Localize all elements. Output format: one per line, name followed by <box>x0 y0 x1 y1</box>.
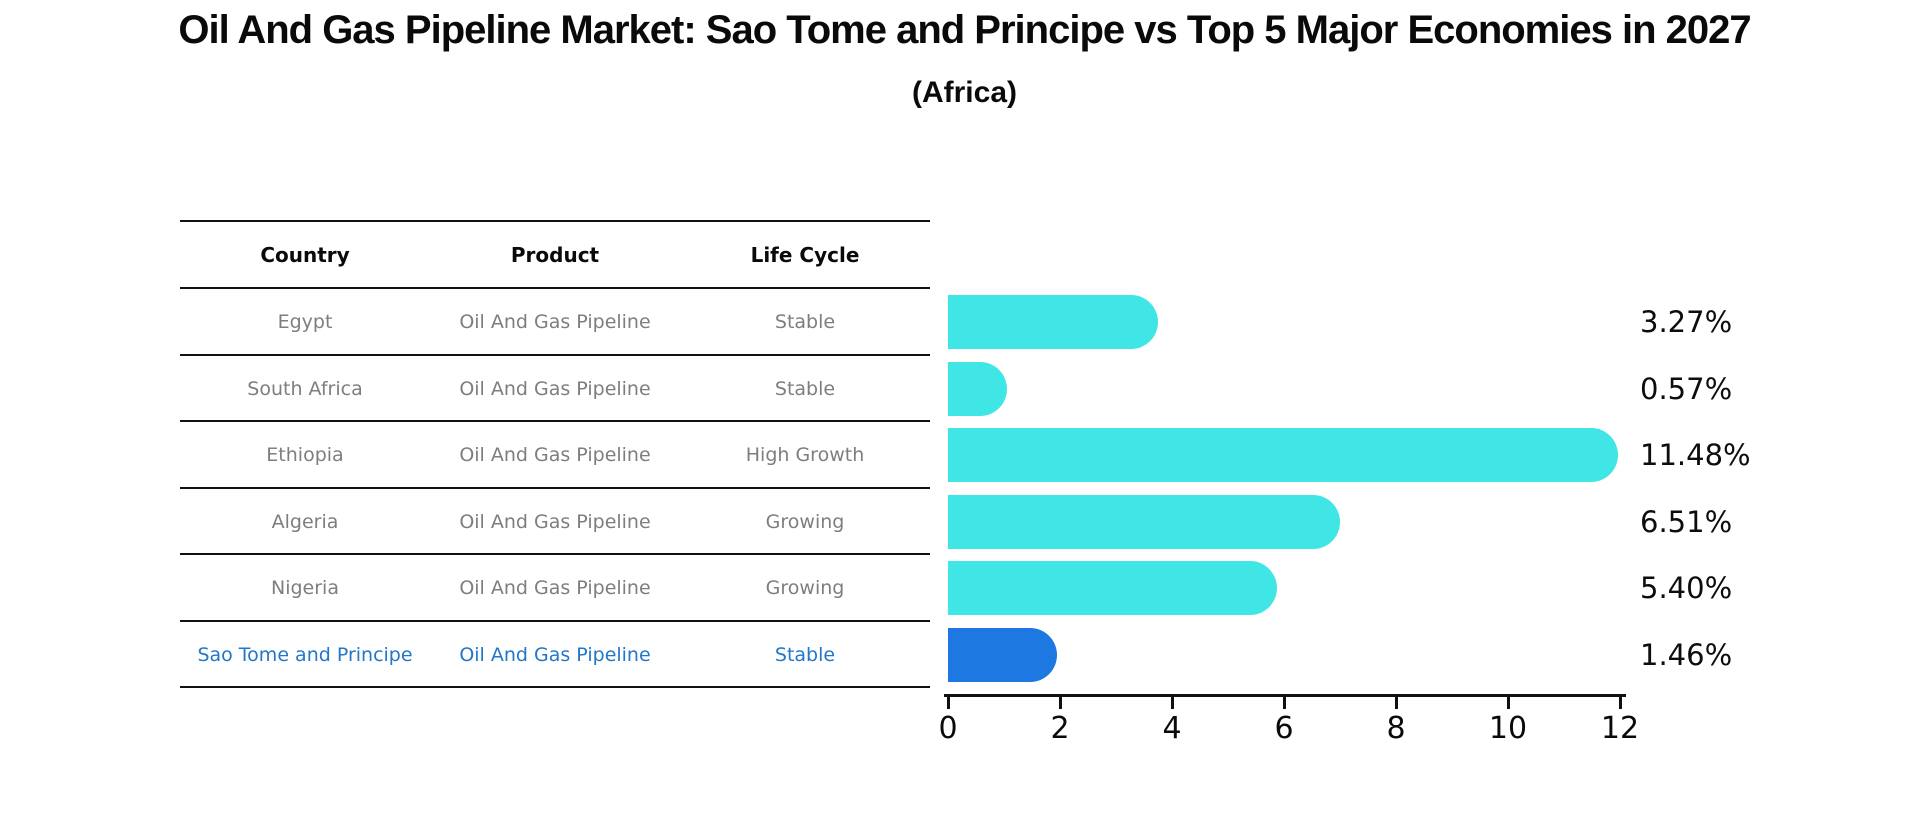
country-cell: South Africa <box>247 377 363 400</box>
lifecycle-cell: Stable <box>774 377 836 400</box>
value-bar-algeria <box>948 494 1340 549</box>
product-cell: Oil And Gas Pipeline <box>459 444 651 467</box>
country-cell: Egypt <box>277 311 333 334</box>
value-label: 3.27% <box>1640 305 1733 340</box>
country-cell: Sao Tome and Principe <box>197 643 413 666</box>
axis-tick <box>947 696 950 709</box>
x-axis: 0 2 4 6 8 10 12 <box>938 694 1639 754</box>
country-cell: Ethiopia <box>266 444 344 467</box>
country-cell: Nigeria <box>271 577 339 600</box>
row-rule <box>180 486 930 489</box>
value-bar-ethiopia <box>948 428 1618 482</box>
row-rule <box>180 686 930 688</box>
lifecycle-cell: Growing <box>765 510 845 533</box>
axis-tick-label: 6 <box>1274 711 1294 746</box>
axis-tick <box>1283 696 1286 709</box>
value-bar-south-africa <box>948 361 1007 416</box>
axis-tick <box>1395 696 1398 709</box>
axis-tick-label: 4 <box>1162 711 1182 746</box>
axis-tick-label: 2 <box>1050 711 1070 746</box>
axis-tick <box>1171 696 1174 709</box>
column-header-lifecycle: Life Cycle <box>750 242 860 267</box>
product-cell: Oil And Gas Pipeline <box>459 311 651 334</box>
axis-tick-label: 12 <box>1600 711 1640 746</box>
axis-tick <box>1507 696 1510 709</box>
value-bar-sao-tome-highlighted <box>948 627 1057 682</box>
chart-subtitle: (Africa) <box>911 76 1017 109</box>
value-bar-nigeria <box>948 561 1277 615</box>
x-axis-line <box>944 694 1626 697</box>
axis-tick-label: 0 <box>938 711 958 746</box>
row-rule <box>180 353 930 356</box>
axis-tick <box>1059 696 1062 709</box>
product-cell: Oil And Gas Pipeline <box>459 510 651 533</box>
value-label: 1.46% <box>1640 637 1733 672</box>
table-row: Algeria Oil And Gas Pipeline Growing 6.5… <box>0 489 1929 555</box>
value-label: 11.48% <box>1640 438 1751 473</box>
value-label: 6.51% <box>1640 504 1733 539</box>
table-header-rule <box>180 287 930 289</box>
column-header-country: Country <box>260 242 350 267</box>
table-row: South Africa Oil And Gas Pipeline Stable… <box>0 356 1929 422</box>
country-cell: Algeria <box>271 510 339 533</box>
table-row: Ethiopia Oil And Gas Pipeline High Growt… <box>0 422 1929 489</box>
table-row: Egypt Oil And Gas Pipeline Stable 3.27% <box>0 289 1929 356</box>
table-header-row: Country Product Life Cycle <box>0 220 1929 289</box>
value-label: 5.40% <box>1640 571 1733 606</box>
product-cell: Oil And Gas Pipeline <box>459 643 651 666</box>
lifecycle-cell: Stable <box>774 311 836 334</box>
row-rule <box>180 619 930 622</box>
table-row-highlighted: Sao Tome and Principe Oil And Gas Pipeli… <box>0 622 1929 688</box>
table-body: Egypt Oil And Gas Pipeline Stable 3.27% … <box>0 289 1929 688</box>
table-row: Nigeria Oil And Gas Pipeline Growing 5.4… <box>0 555 1929 622</box>
axis-tick-label: 10 <box>1488 711 1528 746</box>
column-header-product: Product <box>510 242 600 267</box>
row-rule <box>180 420 930 422</box>
axis-tick-label: 8 <box>1386 711 1406 746</box>
chart-title: Oil And Gas Pipeline Market: Sao Tome an… <box>178 8 1751 52</box>
value-label: 0.57% <box>1640 371 1733 406</box>
lifecycle-cell: Stable <box>774 643 836 666</box>
product-cell: Oil And Gas Pipeline <box>459 577 651 600</box>
lifecycle-cell: High Growth <box>745 444 865 467</box>
row-rule <box>180 553 930 555</box>
product-cell: Oil And Gas Pipeline <box>459 377 651 400</box>
lifecycle-cell: Growing <box>765 577 845 600</box>
axis-tick <box>1619 696 1622 709</box>
value-bar-egypt <box>948 295 1158 349</box>
table-top-rule <box>180 220 930 222</box>
